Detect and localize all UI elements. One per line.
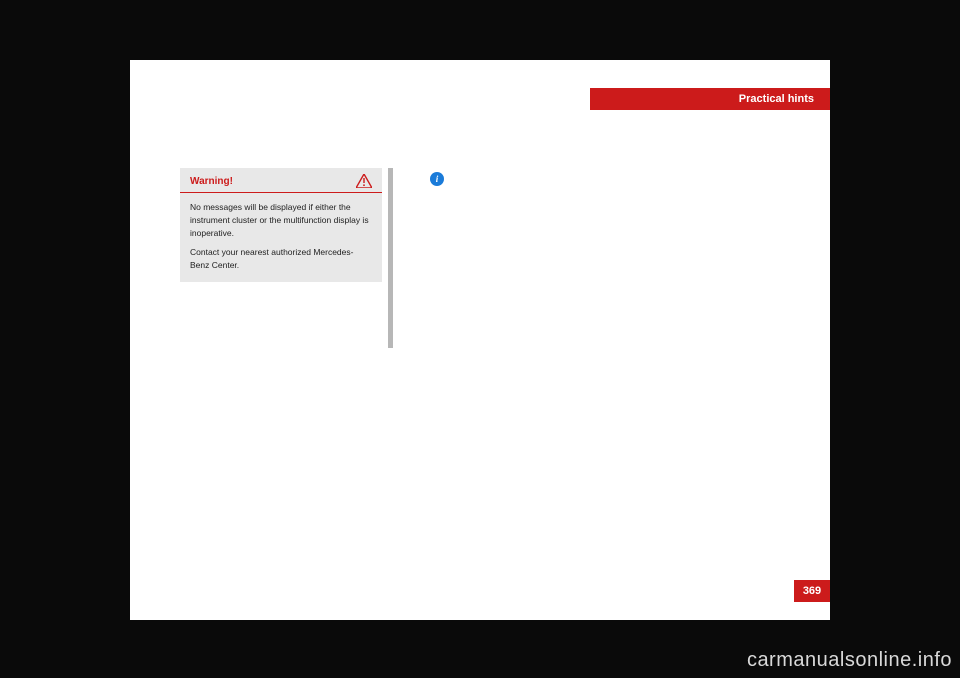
section-tab: Practical hints — [590, 88, 830, 110]
section-title: Practical hints — [739, 93, 814, 105]
warning-title: Warning! — [190, 176, 233, 187]
page-number: 369 — [803, 585, 821, 597]
warning-paragraph: No messages will be displayed if either … — [190, 201, 372, 239]
side-stripe — [388, 168, 393, 348]
manual-page: Practical hints Warning! No messages wil… — [130, 60, 830, 620]
warning-body: No messages will be displayed if either … — [180, 193, 382, 282]
warning-triangle-icon — [356, 174, 372, 188]
warning-header: Warning! — [180, 168, 382, 193]
watermark: carmanualsonline.info — [747, 649, 952, 672]
warning-box: Warning! No messages will be displayed i… — [180, 168, 382, 282]
page-number-badge: 369 — [794, 580, 830, 602]
info-icon — [430, 172, 444, 186]
warning-paragraph: Contact your nearest authorized Mercedes… — [190, 246, 372, 272]
